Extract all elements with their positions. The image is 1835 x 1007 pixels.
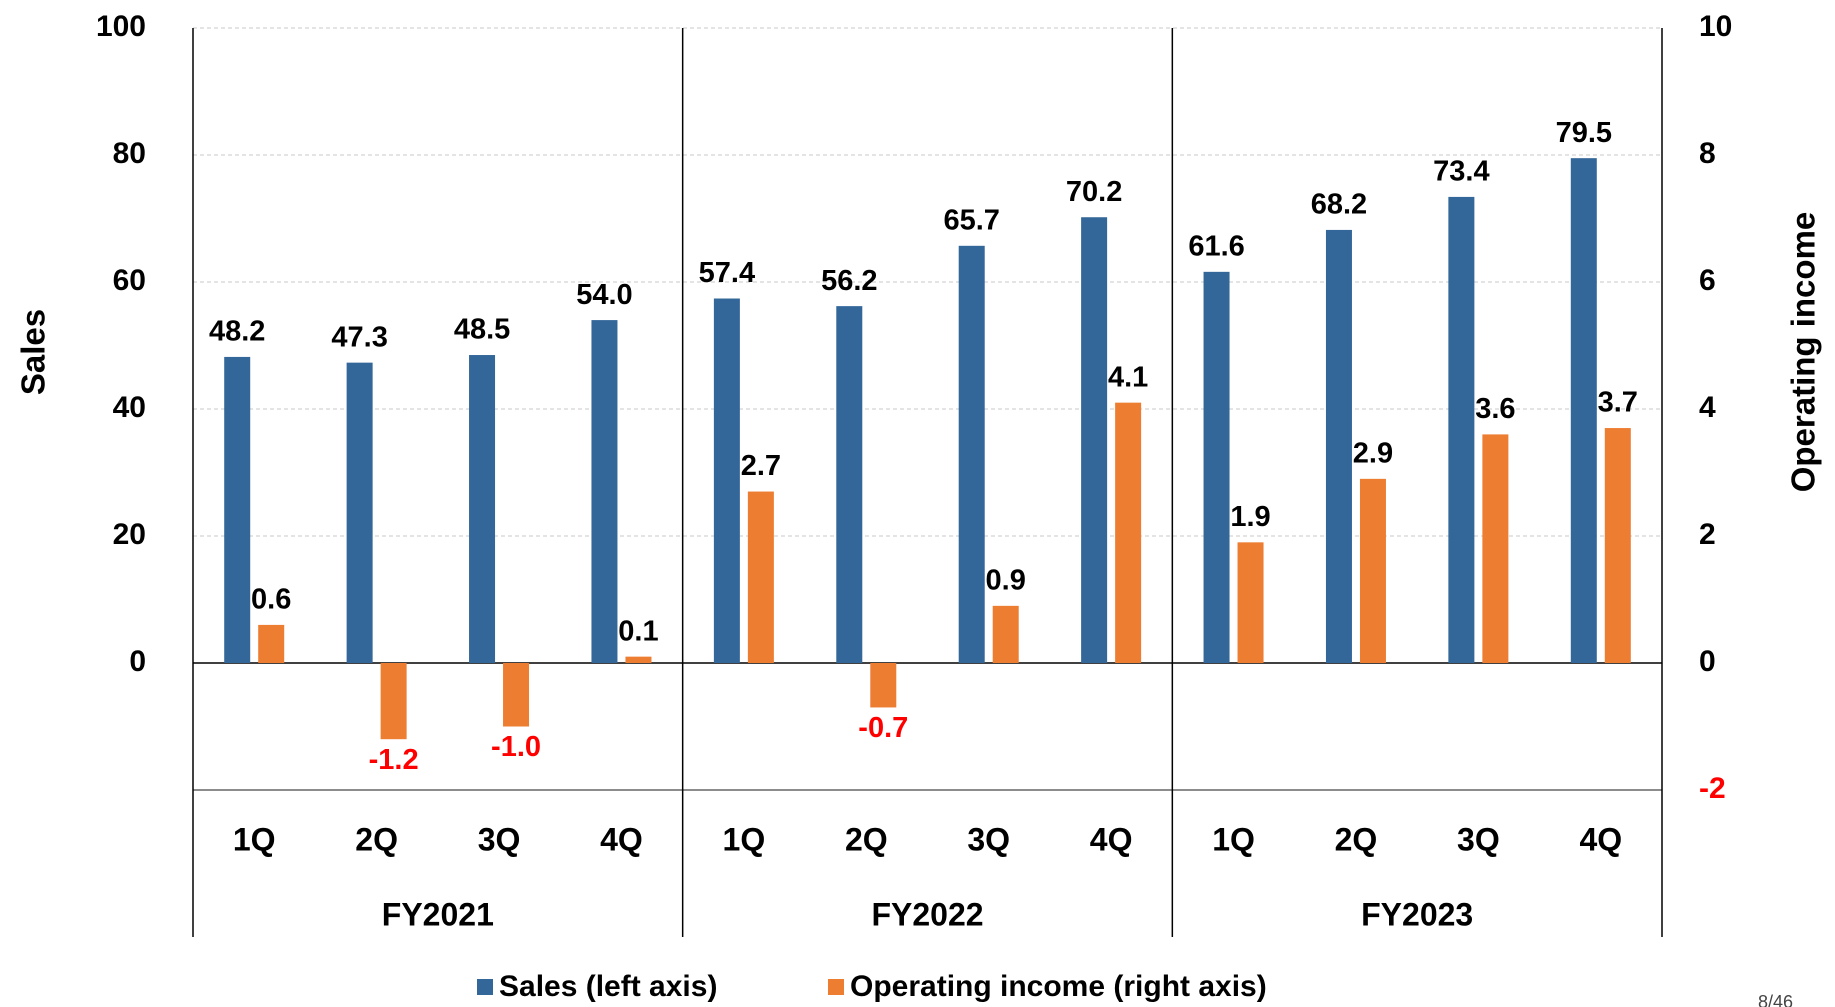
bar bbox=[958, 245, 985, 663]
y-tick-label: 0 bbox=[129, 645, 146, 678]
bar bbox=[380, 663, 407, 740]
legend-label: Sales (left axis) bbox=[499, 970, 717, 1003]
x-tick-label: 4Q bbox=[600, 821, 643, 857]
legend-swatch bbox=[477, 979, 493, 995]
value-label: 48.5 bbox=[454, 314, 510, 346]
value-label: 0.9 bbox=[986, 565, 1026, 597]
y-tick-label: 80 bbox=[113, 137, 146, 170]
y2-tick-label: 0 bbox=[1699, 645, 1716, 678]
y2-tick-label: 4 bbox=[1699, 391, 1716, 424]
bar bbox=[625, 656, 652, 663]
value-label: 57.4 bbox=[699, 257, 755, 289]
bar bbox=[747, 491, 774, 663]
value-label: 4.1 bbox=[1108, 361, 1148, 393]
value-label: 73.4 bbox=[1433, 156, 1489, 188]
value-label: 65.7 bbox=[943, 204, 999, 236]
bar bbox=[1325, 229, 1352, 663]
legend-label: Operating income (right axis) bbox=[850, 970, 1267, 1003]
x-tick-label: 2Q bbox=[845, 821, 888, 857]
group-label: FY2023 bbox=[1361, 896, 1473, 932]
page-number: 8/46 bbox=[1758, 992, 1793, 1007]
bar bbox=[992, 605, 1019, 663]
x-tick-label: 3Q bbox=[1457, 821, 1500, 857]
value-label: 56.2 bbox=[821, 265, 877, 297]
y-tick-label: 100 bbox=[96, 10, 146, 43]
bar bbox=[503, 663, 530, 727]
x-tick-label: 4Q bbox=[1090, 821, 1133, 857]
value-label: -1.2 bbox=[369, 744, 419, 776]
value-label: -1.0 bbox=[491, 731, 541, 763]
bar bbox=[469, 355, 496, 663]
bar bbox=[1482, 434, 1509, 663]
bar bbox=[870, 663, 897, 708]
y-tick-label: 40 bbox=[113, 391, 146, 424]
value-label: 70.2 bbox=[1066, 176, 1122, 208]
value-label: 1.9 bbox=[1230, 501, 1270, 533]
y2-tick-label: 10 bbox=[1699, 10, 1732, 43]
value-label: 2.7 bbox=[741, 450, 781, 482]
bar bbox=[713, 298, 740, 663]
bar bbox=[1237, 542, 1264, 663]
y2-tick-label: 6 bbox=[1699, 264, 1716, 297]
y2-tick-label: 2 bbox=[1699, 518, 1716, 551]
bar bbox=[591, 320, 618, 663]
legend-swatch bbox=[828, 979, 844, 995]
value-label: 3.7 bbox=[1598, 387, 1638, 419]
bar bbox=[1115, 402, 1142, 663]
y-tick-label: 60 bbox=[113, 264, 146, 297]
bar bbox=[346, 362, 373, 663]
x-tick-label: 2Q bbox=[1335, 821, 1378, 857]
value-label: 61.6 bbox=[1188, 230, 1244, 262]
x-tick-label: 4Q bbox=[1579, 821, 1622, 857]
value-label: 3.6 bbox=[1475, 393, 1515, 425]
x-tick-label: 1Q bbox=[233, 821, 276, 857]
bar bbox=[1081, 217, 1108, 664]
value-label: -0.7 bbox=[858, 712, 908, 744]
value-label: 48.2 bbox=[209, 316, 265, 348]
bar bbox=[1203, 271, 1230, 663]
bar bbox=[1359, 478, 1386, 663]
x-tick-label: 1Q bbox=[1212, 821, 1255, 857]
bar bbox=[836, 306, 863, 663]
x-tick-label: 3Q bbox=[967, 821, 1010, 857]
value-label: 47.3 bbox=[331, 321, 387, 353]
value-label: 0.1 bbox=[618, 615, 658, 647]
bar bbox=[258, 624, 285, 663]
bar bbox=[1604, 428, 1631, 663]
value-label: 2.9 bbox=[1353, 438, 1393, 470]
group-label: FY2022 bbox=[871, 896, 983, 932]
bar bbox=[224, 356, 251, 663]
x-tick-label: 3Q bbox=[478, 821, 521, 857]
y2-tick-label: -2 bbox=[1699, 772, 1726, 805]
value-label: 68.2 bbox=[1311, 189, 1367, 221]
x-tick-label: 1Q bbox=[723, 821, 766, 857]
x-tick-label: 2Q bbox=[355, 821, 398, 857]
bar bbox=[1570, 158, 1597, 664]
group-label: FY2021 bbox=[382, 896, 494, 932]
y2-axis-title: Operating income bbox=[1785, 212, 1822, 493]
y2-tick-label: 8 bbox=[1699, 137, 1716, 170]
y-axis-title: Sales bbox=[15, 309, 52, 395]
value-label: 79.5 bbox=[1556, 117, 1612, 149]
y-tick-label: 20 bbox=[113, 518, 146, 551]
value-label: 54.0 bbox=[576, 279, 632, 311]
value-label: 0.6 bbox=[251, 584, 291, 616]
bar bbox=[1448, 196, 1475, 663]
